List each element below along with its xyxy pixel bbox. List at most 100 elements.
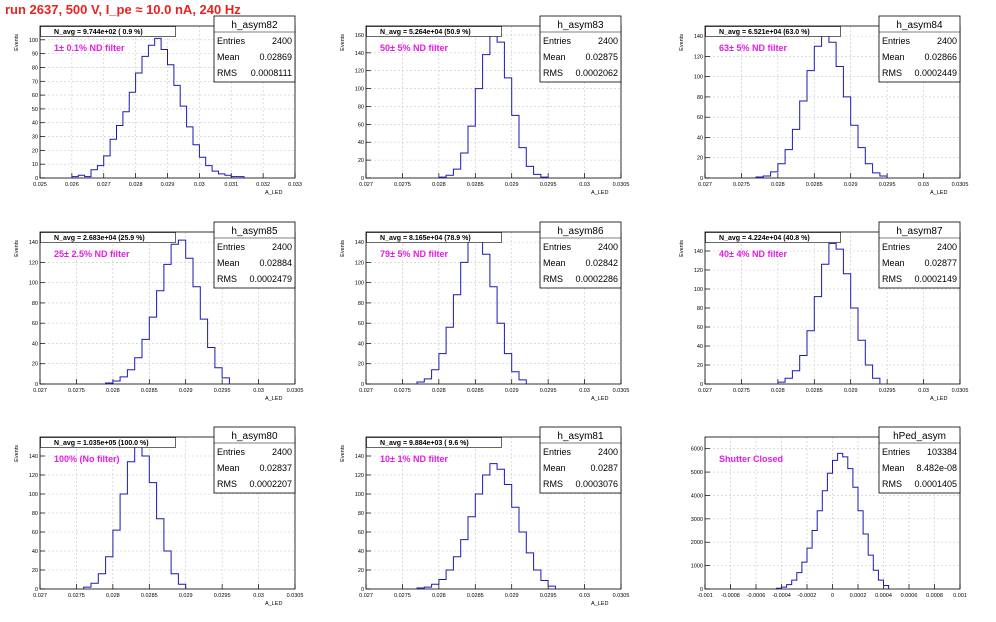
filter-label: 1± 0.1% ND filter [54, 43, 125, 53]
x-tick-label: 0.0305 [287, 388, 304, 394]
filter-label: 50± 5% ND filter [380, 43, 448, 53]
x-tick-label: 0.03 [918, 182, 929, 188]
stats-name: h_asym83 [557, 20, 604, 31]
x-tick-label: 0.03 [194, 182, 205, 188]
histogram-panel: 0.027 0.0275 0.028 0.0285 0.029 0.0295 0.03 0.0… [340, 15, 630, 196]
n-avg-box [366, 437, 502, 448]
y-tick-label: 20 [358, 568, 364, 574]
x-tick-label: 0.031 [224, 182, 238, 188]
stats-value: 0.02866 [924, 52, 957, 62]
y-tick-label: 70 [32, 79, 38, 85]
x-tick-label: 0.001 [953, 593, 967, 599]
y-axis-title: Events [340, 445, 346, 462]
x-tick-label: 0 [831, 593, 834, 599]
stats-value: 0.02875 [585, 52, 618, 62]
x-tick-label: 0.0285 [467, 593, 484, 599]
x-tick-label: 0.0305 [952, 388, 969, 394]
stats-box [878, 426, 961, 494]
x-tick-label: 0.0275 [68, 593, 85, 599]
stats-value: 0.0002207 [249, 479, 292, 489]
x-tick-label: 0.033 [288, 182, 302, 188]
y-tick-label: 140 [29, 240, 38, 246]
stats-value: 2400 [272, 447, 292, 457]
stats-value: 0.0003076 [575, 479, 618, 489]
x-tick-label: 0.0305 [613, 593, 630, 599]
stats-name: h_asym87 [896, 226, 943, 237]
n-avg-label: N_avg = 5.264e+04 (50.9 %) [380, 29, 471, 36]
x-tick-label: 0.0275 [394, 388, 411, 394]
n-avg-label: N_avg = 9.744e+02 ( 0.9 %) [54, 29, 143, 36]
stats-key: RMS [882, 274, 902, 284]
y-tick-label: 0 [35, 176, 38, 182]
x-tick-label: 0.0006 [901, 593, 918, 599]
stats-value: 103384 [927, 447, 957, 457]
stats-name: h_asym84 [896, 20, 943, 31]
y-tick-label: 50 [32, 107, 38, 113]
x-tick-label: 0.027 [698, 388, 712, 394]
stats-key: Mean [882, 258, 905, 268]
x-tick-label: -0.0002 [798, 593, 817, 599]
y-tick-label: 140 [694, 249, 703, 255]
x-tick-label: 0.028 [129, 182, 143, 188]
y-tick-label: 140 [29, 454, 38, 460]
x-tick-label: 0.0002 [850, 593, 867, 599]
y-axis-title: Events [14, 34, 20, 51]
stats-key: Entries [882, 242, 911, 252]
histogram-line [416, 463, 556, 589]
stats-key: Entries [217, 447, 246, 457]
stats-key: RMS [543, 479, 563, 489]
stats-value: 0.0002449 [914, 68, 957, 78]
x-tick-label: 0.0285 [141, 593, 158, 599]
x-tick-label: 0.03 [253, 388, 264, 394]
x-tick-label: 0.0295 [879, 182, 896, 188]
x-tick-label: 0.027 [698, 182, 712, 188]
stats-value: 2400 [272, 242, 292, 252]
x-tick-label: -0.001 [697, 593, 713, 599]
stats-key: RMS [543, 68, 563, 78]
y-tick-label: 140 [355, 454, 364, 460]
n-avg-label: N_avg = 9.884e+03 ( 9.6 %) [380, 440, 469, 447]
n-avg-box [40, 26, 176, 37]
filter-label: Shutter Closed [719, 454, 783, 464]
x-tick-label: 0.0004 [875, 593, 892, 599]
y-tick-label: 100 [694, 75, 703, 81]
histogram-panel: 0.027 0.0275 0.028 0.0285 0.029 0.0295 0.03 0.0… [679, 221, 969, 402]
x-tick-label: 0.03 [253, 593, 264, 599]
y-tick-label: 0 [361, 587, 364, 593]
y-tick-label: 5000 [691, 470, 703, 476]
x-tick-label: 0.0305 [613, 182, 630, 188]
x-axis-title: A_LED [930, 190, 947, 196]
stats-name: h_asym86 [557, 226, 604, 237]
y-tick-label: 40 [358, 140, 364, 146]
filter-label: 100% (No filter) [54, 454, 120, 464]
stats-box [878, 15, 961, 83]
x-tick-label: 0.028 [106, 388, 120, 394]
stats-box [539, 426, 622, 494]
x-tick-label: -0.0006 [747, 593, 766, 599]
x-tick-label: 0.0295 [540, 182, 557, 188]
stats-name: hPed_asym [893, 431, 946, 442]
y-tick-label: 100 [29, 281, 38, 287]
y-tick-label: 0 [35, 587, 38, 593]
y-tick-label: 40 [32, 549, 38, 555]
y-tick-label: 100 [29, 492, 38, 498]
x-tick-label: 0.027 [97, 182, 111, 188]
n-avg-label: N_avg = 4.224e+04 (40.8 %) [719, 235, 810, 242]
histogram-line [775, 452, 890, 589]
y-tick-label: 80 [32, 511, 38, 517]
x-tick-label: 0.03 [579, 593, 590, 599]
y-axis-title: Events [14, 240, 20, 257]
y-tick-label: 120 [29, 260, 38, 266]
n-avg-label: N_avg = 1.035e+05 (100.0 %) [54, 440, 149, 447]
x-tick-label: 0.03 [918, 388, 929, 394]
y-axis-title: Events [679, 240, 685, 257]
x-tick-label: 0.03 [579, 182, 590, 188]
stats-key: RMS [217, 68, 237, 78]
y-tick-label: 100 [355, 281, 364, 287]
y-tick-label: 0 [361, 176, 364, 182]
x-tick-label: 0.029 [179, 388, 193, 394]
y-tick-label: 120 [694, 54, 703, 60]
y-tick-label: 60 [358, 530, 364, 536]
stats-value: 2400 [598, 242, 618, 252]
filter-label: 25± 2.5% ND filter [54, 249, 130, 259]
